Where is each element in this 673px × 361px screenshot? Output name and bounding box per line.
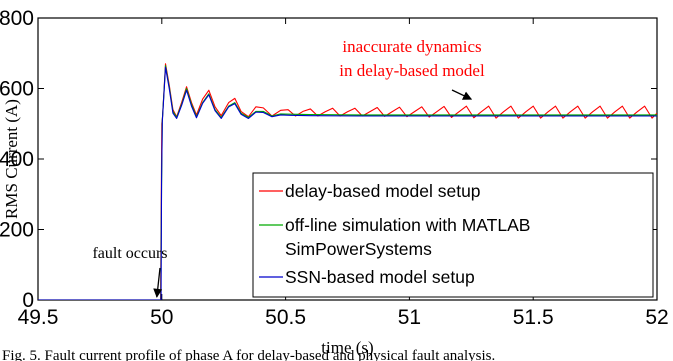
y-tick-label: 600 <box>0 78 34 101</box>
legend-label: delay-based model setup <box>285 181 481 201</box>
y-tick-label: 400 <box>0 148 34 171</box>
legend-label: off-line simulation with MATLAB <box>285 215 530 235</box>
x-tick-label: 50.5 <box>265 306 306 329</box>
x-axis-label: time (s) <box>321 338 373 357</box>
annotation-arrow <box>153 267 163 298</box>
legend-label: SimPowerSystems <box>285 239 432 259</box>
legend-label: SSN-based model setup <box>285 267 475 287</box>
x-tick-label: 51.5 <box>513 306 554 329</box>
y-tick-label: 800 <box>0 7 34 30</box>
x-tick-label: 50 <box>150 306 173 329</box>
annotation-text: in delay-based model <box>339 61 485 80</box>
annotation-text: fault occurs <box>92 245 167 262</box>
annotations: inaccurate dynamics in delay-based model f… <box>92 37 485 298</box>
series-lines <box>38 63 657 300</box>
tick-labels: 49.5 50 50.5 51 51.5 52 0 200 400 600 800 <box>0 7 669 329</box>
x-tick-label: 49.5 <box>18 306 59 329</box>
legend-box <box>252 172 654 298</box>
legend: delay-based model setup off-line simulati… <box>252 172 654 298</box>
y-tick-label: 200 <box>0 219 34 242</box>
x-tick-label: 52 <box>645 306 668 329</box>
annotation-text: inaccurate dynamics <box>342 37 481 56</box>
series-line-2 <box>38 66 657 300</box>
y-axis-label: RMS Current (A) <box>2 99 21 219</box>
annotation-arrow <box>451 89 473 100</box>
x-tick-label: 51 <box>398 306 421 329</box>
figure-caption: Fig. 5. Fault current profile of phase A… <box>2 348 495 361</box>
y-tick-label: 0 <box>22 289 34 312</box>
